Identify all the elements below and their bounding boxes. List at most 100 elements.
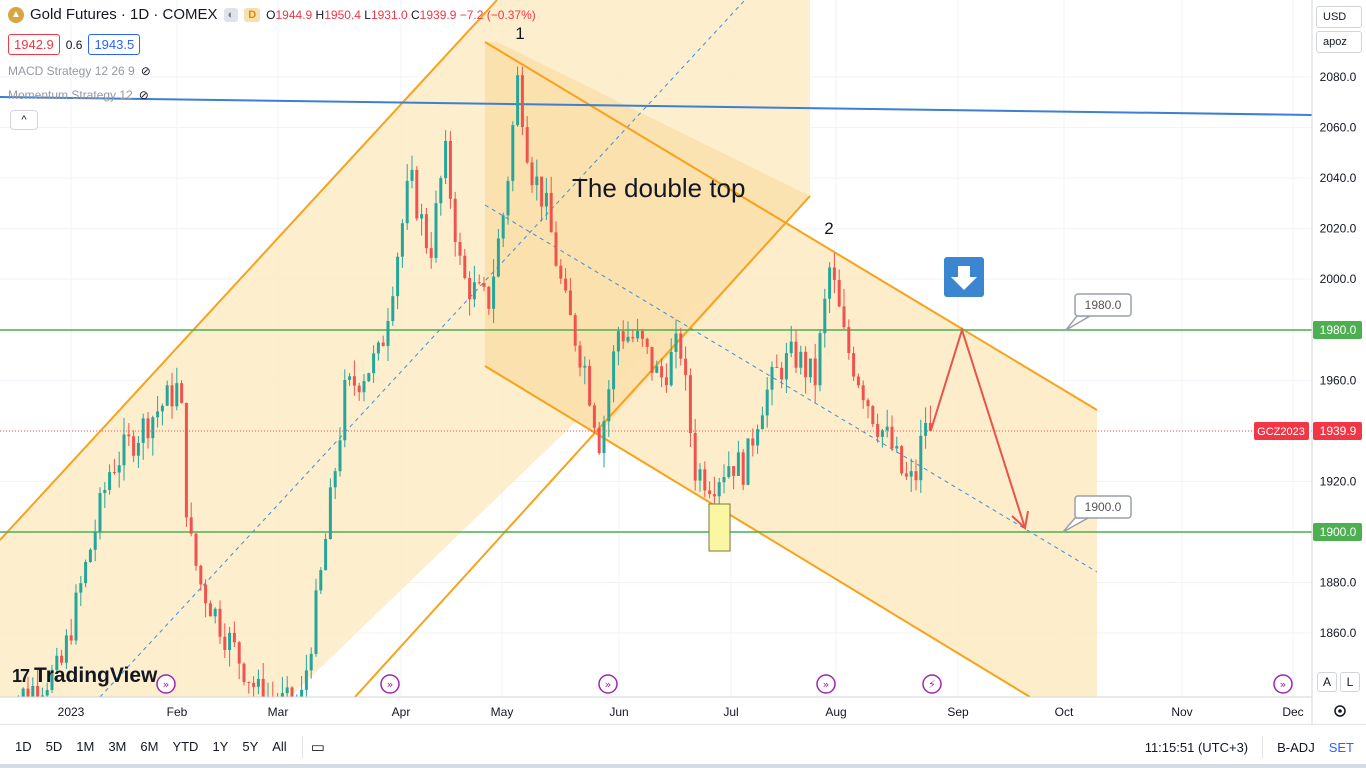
trade-panel: 1942.9 0.6 1943.5 [8, 34, 141, 55]
candle-body [180, 383, 184, 403]
tradingview-logo[interactable]: 17 TradingView [12, 664, 157, 688]
candle-body [559, 265, 563, 279]
chart-area[interactable]: 1980.0 1900.0 The double top 1 2 » » » » ⚡» … [0, 0, 1366, 724]
range-button-5d[interactable]: 5D [45, 739, 63, 754]
range-button-6m[interactable]: 6M [140, 739, 159, 754]
candle-body [444, 140, 448, 179]
candle-body [487, 286, 491, 309]
hidden-eye-icon[interactable]: ⊘ [138, 88, 149, 102]
candle-body [525, 127, 529, 163]
indicator-momentum[interactable]: Momentum Strategy 12 ⊘ [8, 88, 149, 102]
candle-body [170, 385, 174, 407]
candle-body [540, 176, 544, 207]
indicator-macd[interactable]: MACD Strategy 12 26 9 ⊘ [8, 64, 151, 78]
event-marker-icon[interactable]: » [598, 674, 618, 694]
candle-body [208, 603, 212, 617]
range-button-all[interactable]: All [272, 739, 287, 754]
candle-body [794, 341, 798, 368]
event-marker-icon[interactable]: » [816, 674, 836, 694]
calendar-icon[interactable]: ▭ [310, 738, 325, 756]
time-axis[interactable]: 2023 Feb Mar Apr May Jun Jul Aug Sep Oct Nov Dec [58, 705, 1304, 719]
candle-body [372, 353, 376, 374]
down-arrow-icon [944, 257, 984, 297]
candle-body [117, 465, 121, 473]
long-term-trendline [0, 96, 1312, 116]
range-button-5y[interactable]: 5Y [242, 739, 259, 754]
x-tick-label: Apr [392, 705, 411, 719]
x-tick-label: Jul [723, 705, 738, 719]
range-button-3m[interactable]: 3M [108, 739, 127, 754]
candle-body [736, 452, 740, 476]
candle-body [362, 381, 366, 393]
timeline-markers: » » » » ⚡ » [156, 674, 1293, 694]
y-tick-label: 1880.0 [1320, 575, 1357, 589]
candle-body [3, 707, 6, 709]
candle-body [237, 642, 241, 664]
candle-body [424, 214, 428, 249]
candle-body [856, 376, 860, 386]
candle-body [626, 336, 630, 342]
candle-body [108, 472, 112, 490]
symbol-title[interactable]: Gold Futures · 1D · COMEX [30, 6, 218, 23]
candle-body [12, 712, 15, 715]
candle-body [79, 583, 83, 593]
callout-1900-text: 1900.0 [1085, 500, 1122, 514]
candle-body [50, 669, 54, 690]
collapse-legend-button[interactable]: ^ [10, 110, 38, 130]
gear-icon[interactable] [1334, 705, 1346, 717]
clock-time[interactable]: 11:15:51 (UTC+3) [1144, 739, 1249, 755]
event-marker-icon[interactable]: » [1273, 674, 1293, 694]
sell-button[interactable]: 1942.9 [8, 34, 60, 55]
toolbar-divider [1262, 736, 1264, 758]
layout-toggle-icon[interactable]: ◐ [223, 7, 239, 22]
auto-scale-button[interactable]: A [1317, 672, 1337, 692]
candle-body [386, 321, 390, 346]
scale-select[interactable]: apoz [1316, 31, 1362, 53]
candles-group [3, 66, 932, 715]
candle-body [573, 315, 577, 346]
highlight-box [708, 503, 731, 552]
candle-body [55, 655, 59, 670]
price-axis[interactable]: 1860.01880.01900.01920.01940.01960.01980… [1320, 70, 1357, 640]
adjustment-toggle[interactable]: B-ADJ [1277, 739, 1315, 755]
y-tick-label: 1920.0 [1320, 474, 1357, 488]
x-tick-label: Nov [1171, 705, 1192, 719]
bottom-toolbar: 1D 5D 1M 3M 6M YTD 1Y 5Y All ▭ 11:15:51 (UTC+3) … [0, 724, 1366, 768]
candle-body [847, 327, 851, 354]
candle-body [727, 466, 731, 478]
hidden-eye-icon[interactable]: ⊘ [140, 64, 151, 78]
candle-body [448, 140, 452, 199]
buy-button[interactable]: 1943.5 [88, 34, 141, 55]
range-button-1m[interactable]: 1M [76, 739, 95, 754]
log-scale-button[interactable]: L [1340, 672, 1360, 692]
candle-body [74, 592, 78, 641]
candle-body [506, 180, 510, 216]
candle-body [160, 405, 164, 412]
callout-1900: 1900.0 [1062, 495, 1132, 533]
channel-fills [0, 0, 1097, 697]
range-button-1y[interactable]: 1Y [212, 739, 229, 754]
event-marker-icon[interactable]: » [156, 674, 176, 694]
candle-body [708, 490, 712, 495]
candle-body [309, 653, 313, 671]
range-button-ytd[interactable]: YTD [172, 739, 199, 754]
range-button-1d[interactable]: 1D [15, 739, 32, 754]
candle-body [69, 635, 73, 641]
indicator-macd-label: MACD Strategy 12 26 9 [8, 64, 135, 78]
svg-text:»: » [605, 678, 612, 691]
session-toggle[interactable]: SET [1328, 739, 1354, 755]
candle-body [496, 238, 500, 277]
candle-body [64, 635, 68, 663]
candle-body [760, 415, 764, 430]
candle-body [655, 366, 659, 373]
candle-body [290, 687, 294, 697]
event-marker-icon[interactable]: ⚡ [922, 674, 942, 694]
axis-price-labels: 1980.0 1900.0 GCZ2023 1939.9 [1254, 321, 1362, 541]
data-badge[interactable]: D [244, 7, 261, 22]
y-tick-label: 1860.0 [1320, 626, 1357, 640]
currency-select[interactable]: USD [1316, 6, 1362, 28]
candle-body [842, 306, 846, 328]
event-marker-icon[interactable]: » [380, 674, 400, 694]
candle-body [756, 429, 760, 446]
y-tick-label: 2080.0 [1320, 70, 1357, 84]
